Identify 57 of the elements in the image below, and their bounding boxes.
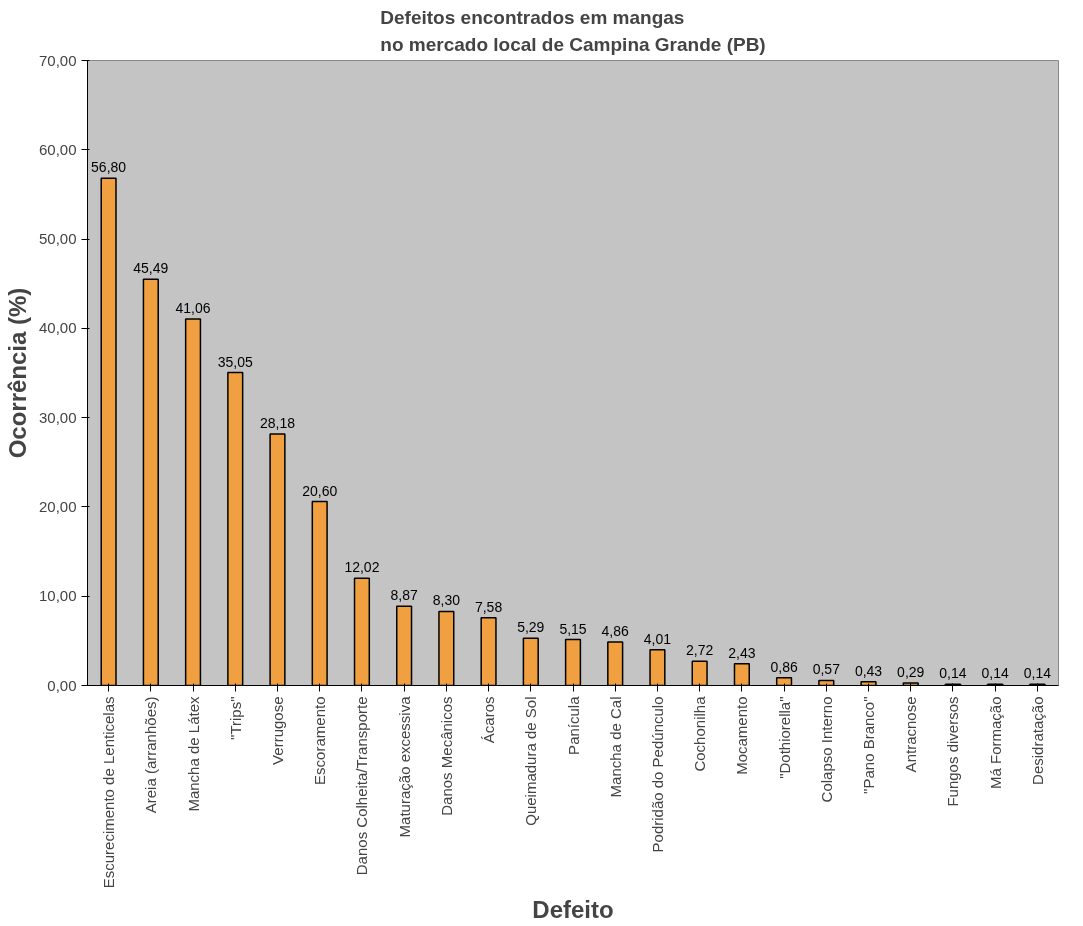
y-tick-label: 10,00 — [38, 587, 77, 605]
x-tick-label: Antracnose — [902, 696, 920, 773]
x-tick-label: Maturação excessiva — [395, 695, 413, 838]
x-tick-label: Desidratação — [1028, 696, 1046, 785]
x-tick-label: Escurecimento de Lenticelas — [100, 696, 118, 889]
data-label: 7,58 — [474, 598, 503, 615]
data-label: 0,57 — [812, 661, 841, 678]
x-tick-label: Mancha de Cal — [606, 696, 624, 798]
y-tick-label: 70,00 — [38, 51, 77, 69]
data-label: 4,86 — [601, 623, 630, 640]
data-label: 5,15 — [559, 620, 587, 637]
data-label: 4,01 — [643, 630, 672, 647]
x-tick-label: Má Formação — [986, 696, 1004, 790]
x-tick-label: Danos Colheita/Transporte — [353, 696, 371, 876]
data-label: 0,14 — [981, 665, 1010, 682]
x-tick-label: Ácaros — [480, 696, 498, 744]
data-label: 28,18 — [259, 414, 296, 431]
y-axis-title: Ocorrência (%) — [3, 287, 31, 459]
data-label: 2,43 — [728, 644, 756, 661]
data-label: 0,43 — [854, 662, 883, 679]
x-tick-label: Areia (arranhões) — [142, 696, 160, 814]
data-label: 2,72 — [686, 642, 714, 659]
data-label: 20,60 — [302, 482, 338, 499]
data-label: 56,80 — [91, 159, 127, 176]
y-tick-label: 30,00 — [38, 408, 77, 426]
x-tick-label: Queimadura de Sol — [522, 696, 540, 826]
data-label: 0,29 — [897, 663, 925, 680]
x-tick-label: Podridão do Pedúnculo — [648, 696, 666, 853]
x-tick-label: Danos Mecânicos — [437, 696, 455, 816]
x-tick-label: "Dothiorella" — [775, 696, 793, 779]
y-tick-label: 60,00 — [38, 140, 77, 158]
data-label: 0,86 — [770, 658, 798, 675]
x-axis-title: Defeito — [532, 896, 614, 924]
data-label: 0,14 — [1023, 665, 1052, 682]
data-label: 5,29 — [517, 619, 545, 636]
x-tick-label: Cochonilha — [691, 695, 709, 772]
x-tick-label: Mancha de Látex — [184, 696, 202, 812]
x-tick-label: Mocamento — [733, 696, 751, 775]
data-label: 45,49 — [133, 260, 169, 277]
y-tick-label: 0,00 — [47, 676, 77, 694]
x-tick-label: Escoramento — [311, 696, 329, 785]
x-tick-label: "Pano Branco" — [860, 696, 878, 794]
x-tick-label: Verrugose — [268, 696, 286, 765]
data-label: 0,14 — [939, 665, 967, 682]
data-label: 8,30 — [432, 592, 461, 609]
y-tick-label: 50,00 — [38, 230, 77, 248]
x-tick-label: Fungos diversos — [944, 696, 962, 807]
data-label: 12,02 — [344, 559, 380, 576]
chart-title: Defeitos encontrados em mangas no mercado local de Campina Grande (PB) — [380, 7, 766, 56]
x-tick-label: "Trips" — [226, 696, 244, 740]
y-tick-label: 40,00 — [38, 319, 77, 337]
x-tick-label: Panícula — [564, 695, 582, 755]
y-tick-label: 20,00 — [38, 497, 77, 515]
data-label: 35,05 — [217, 353, 253, 370]
x-tick-label: Colapso Interno — [817, 696, 835, 803]
data-label: 8,87 — [390, 587, 418, 604]
data-label: 41,06 — [175, 299, 211, 316]
